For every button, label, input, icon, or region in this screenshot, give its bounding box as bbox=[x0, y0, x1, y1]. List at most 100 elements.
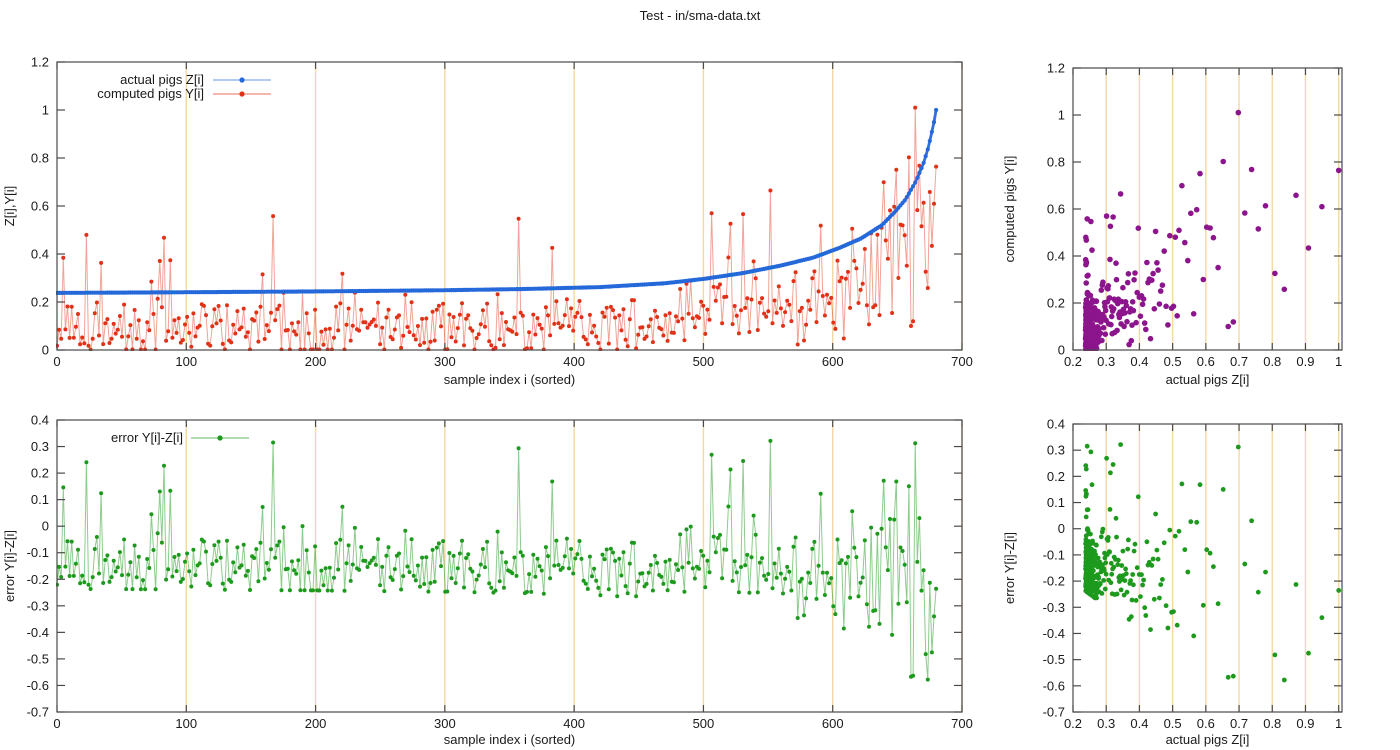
svg-text:0.3: 0.3 bbox=[1047, 443, 1065, 458]
svg-text:0.9: 0.9 bbox=[1296, 716, 1314, 731]
svg-text:300: 300 bbox=[434, 716, 456, 731]
svg-text:0.7: 0.7 bbox=[1230, 716, 1248, 731]
svg-text:1.2: 1.2 bbox=[31, 55, 49, 70]
svg-text:1: 1 bbox=[1058, 108, 1065, 123]
y-axis-label: error Y[i]-Z[i] bbox=[1002, 532, 1017, 604]
series-Z bbox=[56, 107, 939, 295]
svg-text:-0.1: -0.1 bbox=[27, 545, 49, 560]
svg-text:0.8: 0.8 bbox=[1263, 354, 1281, 369]
svg-text:0.1: 0.1 bbox=[1047, 495, 1065, 510]
svg-text:600: 600 bbox=[822, 354, 844, 369]
svg-text:-0.6: -0.6 bbox=[27, 678, 49, 693]
svg-text:-0.2: -0.2 bbox=[27, 572, 49, 587]
axis-ticks: 0.2 0.3 0.4 0.5 0.6 0.7 0.8 0.9 100.20.40.60.811… bbox=[1047, 61, 1342, 370]
svg-text:0.5: 0.5 bbox=[1164, 354, 1182, 369]
y-axis-label: Z[i],Y[i] bbox=[2, 186, 17, 226]
svg-text:0.5: 0.5 bbox=[1164, 716, 1182, 731]
svg-text:-0.7: -0.7 bbox=[27, 705, 49, 720]
svg-text:computed pigs Y[i]: computed pigs Y[i] bbox=[97, 86, 204, 101]
series-E bbox=[56, 438, 939, 682]
svg-text:-0.3: -0.3 bbox=[27, 598, 49, 613]
gridlines bbox=[1105, 424, 1340, 712]
svg-text:0.4: 0.4 bbox=[1047, 249, 1065, 264]
panel-error-series: 0 100 200 300 400 500 600 700 0.4 0.3 0.2 0.1 0 -0.1 -… bbox=[2, 413, 973, 748]
x-axis-label: sample index i (sorted) bbox=[444, 372, 576, 387]
svg-text:0.4: 0.4 bbox=[1130, 716, 1148, 731]
axis-ticks: 0 100 200 300 400 500 600 700 0.4 0.3 0.2 0.1 0 -0.1 -… bbox=[27, 413, 973, 732]
svg-text:700: 700 bbox=[951, 354, 973, 369]
svg-text:0: 0 bbox=[42, 519, 49, 534]
gridlines bbox=[1105, 68, 1340, 350]
svg-text:0.4: 0.4 bbox=[31, 413, 49, 428]
svg-text:0.3: 0.3 bbox=[31, 439, 49, 454]
svg-text:100: 100 bbox=[175, 354, 197, 369]
svg-text:0.2: 0.2 bbox=[1047, 296, 1065, 311]
svg-text:0.6: 0.6 bbox=[1047, 202, 1065, 217]
series-Y bbox=[56, 105, 939, 351]
svg-text:actual pigs Z[i]: actual pigs Z[i] bbox=[120, 72, 204, 87]
svg-text:0: 0 bbox=[42, 343, 49, 358]
svg-text:400: 400 bbox=[563, 354, 585, 369]
svg-text:error Y[i]-Z[i]: error Y[i]-Z[i] bbox=[111, 430, 183, 445]
svg-text:700: 700 bbox=[951, 716, 973, 731]
svg-text:-0.7: -0.7 bbox=[1043, 705, 1065, 720]
svg-text:1: 1 bbox=[1335, 716, 1342, 731]
svg-text:0.3: 0.3 bbox=[1097, 354, 1115, 369]
svg-text:200: 200 bbox=[305, 716, 327, 731]
figure-title: Test - in/sma-data.txt bbox=[639, 8, 761, 23]
svg-text:0.4: 0.4 bbox=[1130, 354, 1148, 369]
svg-text:0: 0 bbox=[1058, 343, 1065, 358]
x-axis-label: actual pigs Z[i] bbox=[1166, 372, 1250, 387]
svg-text:0.7: 0.7 bbox=[1230, 354, 1248, 369]
svg-text:500: 500 bbox=[693, 354, 715, 369]
svg-text:-0.6: -0.6 bbox=[1043, 678, 1065, 693]
svg-text:-0.5: -0.5 bbox=[27, 651, 49, 666]
svg-text:0.3: 0.3 bbox=[1097, 716, 1115, 731]
svg-text:-0.4: -0.4 bbox=[27, 625, 49, 640]
svg-text:0.2: 0.2 bbox=[1064, 354, 1082, 369]
svg-text:0.4: 0.4 bbox=[1047, 417, 1065, 432]
legend: actual pigs Z[i]computed pigs Y[i] bbox=[97, 72, 271, 101]
svg-text:-0.3: -0.3 bbox=[1043, 600, 1065, 615]
axis-ticks: 0 100 200 300 400 500 600 700 0 0.2 0.4 0.6 0.8 1 1.2 bbox=[31, 55, 973, 370]
svg-text:0: 0 bbox=[53, 354, 60, 369]
x-axis-label: sample index i (sorted) bbox=[444, 732, 576, 747]
svg-text:0.8: 0.8 bbox=[31, 151, 49, 166]
panel-scatter-zy: 0.2 0.3 0.4 0.5 0.6 0.7 0.8 0.9 100.20.40.60.811… bbox=[1002, 61, 1343, 387]
panel-samples: 0 100 200 300 400 500 600 700 0 0.2 0.4 0.6 0.8 1 1.2 s… bbox=[2, 55, 973, 388]
svg-text:0.2: 0.2 bbox=[31, 295, 49, 310]
svg-text:-0.2: -0.2 bbox=[1043, 574, 1065, 589]
svg-text:0.2: 0.2 bbox=[31, 466, 49, 481]
svg-text:0.6: 0.6 bbox=[31, 199, 49, 214]
svg-text:200: 200 bbox=[305, 354, 327, 369]
plot-frame bbox=[1072, 423, 1343, 713]
svg-text:400: 400 bbox=[563, 716, 585, 731]
svg-text:0: 0 bbox=[53, 716, 60, 731]
y-axis-label: computed pigs Y[i] bbox=[1002, 156, 1017, 263]
series-ZY bbox=[1082, 109, 1342, 351]
svg-text:-0.5: -0.5 bbox=[1043, 652, 1065, 667]
panel-scatter-zerr: 0.2 0.3 0.4 0.5 0.6 0.7 0.8 0.9 1 0.4 0.3 0.2 0.1 0 -0… bbox=[1002, 417, 1343, 747]
svg-text:500: 500 bbox=[693, 716, 715, 731]
plot-frame bbox=[56, 419, 963, 713]
svg-text:0.6: 0.6 bbox=[1197, 354, 1215, 369]
svg-text:0.6: 0.6 bbox=[1197, 716, 1215, 731]
svg-text:300: 300 bbox=[434, 354, 456, 369]
svg-text:0.1: 0.1 bbox=[31, 492, 49, 507]
legend: error Y[i]-Z[i] bbox=[111, 430, 249, 445]
svg-text:0: 0 bbox=[1058, 521, 1065, 536]
svg-text:1: 1 bbox=[1335, 354, 1342, 369]
x-axis-label: actual pigs Z[i] bbox=[1166, 732, 1250, 747]
series-ZE bbox=[1083, 442, 1342, 683]
svg-text:-0.1: -0.1 bbox=[1043, 547, 1065, 562]
svg-text:1.2: 1.2 bbox=[1047, 61, 1065, 76]
axis-ticks: 0.2 0.3 0.4 0.5 0.6 0.7 0.8 0.9 1 0.4 0.3 0.2 0.1 0 -0… bbox=[1043, 417, 1343, 732]
svg-text:0.9: 0.9 bbox=[1296, 354, 1314, 369]
svg-text:0.4: 0.4 bbox=[31, 247, 49, 262]
svg-text:-0.4: -0.4 bbox=[1043, 626, 1065, 641]
svg-text:1: 1 bbox=[42, 103, 49, 118]
svg-text:600: 600 bbox=[822, 716, 844, 731]
svg-text:0.8: 0.8 bbox=[1047, 155, 1065, 170]
y-axis-label: error Y[i]-Z[i] bbox=[2, 530, 17, 602]
